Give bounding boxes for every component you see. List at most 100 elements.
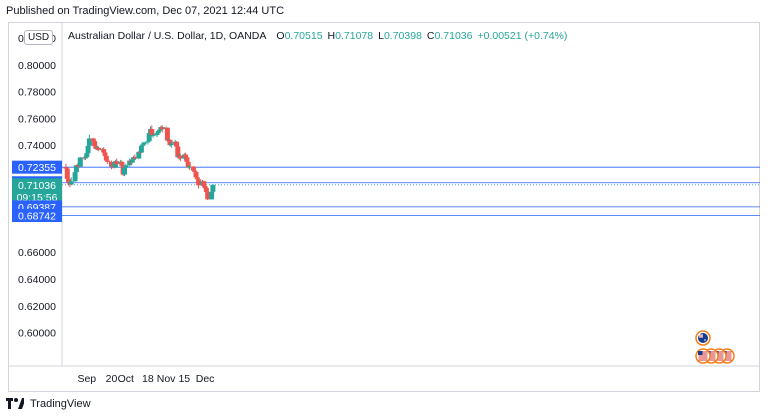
- candle-down: [96, 147, 101, 150]
- published-note: Published on TradingView.com, Dec 07, 20…: [6, 5, 285, 17]
- close-key: C: [426, 30, 435, 42]
- y-tick-label: 0.66000: [18, 247, 56, 259]
- x-tick-label: Nov: [157, 373, 176, 385]
- candle-down: [185, 161, 191, 168]
- candle-down: [63, 167, 69, 169]
- candle-up: [112, 161, 118, 168]
- y-tick-label: 0.78000: [18, 87, 56, 99]
- close-value: 0.71036: [434, 30, 473, 42]
- x-tick-label: 15: [178, 373, 190, 385]
- x-axis: Sep 20 Oct 18 Nov 15 Dec: [77, 373, 214, 385]
- candle-down: [192, 170, 198, 172]
- candle-down: [203, 187, 209, 192]
- candle-down: [205, 191, 211, 200]
- candle-up: [168, 143, 174, 146]
- candle-up: [136, 151, 142, 159]
- candle-down: [103, 155, 109, 161]
- candle-up: [157, 129, 163, 132]
- price-tag-4-bg: [12, 209, 62, 223]
- candle-down: [190, 166, 196, 171]
- candle-up: [187, 166, 192, 168]
- candle-down: [196, 179, 202, 186]
- candles-layer: [63, 125, 216, 201]
- candle-down: [183, 154, 189, 158]
- currency-badge[interactable]: USD: [24, 30, 54, 45]
- candle-up: [83, 157, 88, 159]
- candle-up: [123, 165, 129, 168]
- symbol-label[interactable]: Australian Dollar / U.S. Dollar, 1D, OAN…: [68, 30, 267, 42]
- x-tick-label: Oct: [118, 373, 134, 385]
- candle-up: [146, 133, 152, 142]
- candle-up: [85, 145, 91, 154]
- open-key: O: [276, 30, 285, 42]
- candle-up: [127, 160, 133, 166]
- y-tick-label: 0.76000: [18, 113, 56, 125]
- candle-up: [77, 157, 83, 167]
- candle-down: [92, 141, 98, 147]
- last-price-text: 0.71036: [18, 180, 56, 192]
- low-key: L: [378, 30, 384, 42]
- candle-up: [73, 165, 79, 173]
- open-value: 0.70515: [284, 30, 323, 42]
- candle-up: [210, 184, 216, 192]
- price-tag-4-text: 0.68742: [18, 211, 56, 223]
- brand-label[interactable]: TradingView: [30, 398, 91, 410]
- x-tick-label: Dec: [196, 373, 215, 385]
- candle-up: [68, 181, 74, 185]
- change-value: +0.00521 (+0.74%): [477, 30, 568, 42]
- candle-down: [102, 152, 108, 156]
- tradingview-logo-icon: [6, 398, 24, 409]
- candle-down: [90, 138, 96, 142]
- candle-up: [150, 135, 156, 137]
- y-tick-label: 0.80000: [18, 60, 56, 72]
- candle-down: [201, 181, 207, 186]
- low-value: 0.70398: [383, 30, 422, 42]
- candle-up: [145, 141, 151, 143]
- y-tick-label: 0.60000: [18, 328, 56, 340]
- candle-up: [141, 142, 147, 145]
- candle-down: [114, 161, 120, 164]
- candle-down: [64, 168, 70, 179]
- candle-down: [193, 171, 199, 178]
- candle-up: [72, 172, 78, 182]
- footer: TradingView: [6, 398, 91, 410]
- candle-up: [154, 133, 160, 136]
- candle-down: [194, 177, 200, 180]
- candle-up: [84, 153, 90, 158]
- candle-down: [175, 146, 181, 158]
- x-tick-label: Sep: [77, 373, 96, 385]
- candle-down: [159, 127, 165, 130]
- candle-down: [177, 155, 183, 159]
- candle-down: [101, 149, 107, 153]
- price-tag-1-text: 0.72355: [18, 162, 56, 174]
- candle-down: [66, 178, 72, 183]
- candle-down: [202, 185, 208, 188]
- us-flag-icon-1: [695, 348, 711, 364]
- price-tags: 0.723550.711890.7103609:15:560.693870.68…: [12, 160, 62, 223]
- candle-up: [140, 144, 146, 146]
- candle-up: [122, 167, 127, 175]
- candle-up: [86, 138, 92, 146]
- y-tick-label: 0.74000: [18, 140, 56, 152]
- candle-down: [109, 161, 114, 167]
- price-tag-4: 0.68742: [12, 209, 62, 223]
- y-tick-label: 0.62000: [18, 301, 56, 313]
- price-tag-1: 0.72355: [12, 160, 62, 174]
- us-flag-icon-1-canton: [698, 351, 703, 355]
- candle-down: [93, 146, 99, 149]
- price-tag-1-bg: [12, 160, 62, 174]
- candle-down: [174, 141, 179, 147]
- candle-down: [164, 127, 170, 141]
- candle-down: [119, 161, 125, 166]
- candle-down: [167, 139, 173, 146]
- high-key: H: [327, 30, 336, 42]
- chart-legend: Australian Dollar / U.S. Dollar, 1D, OAN…: [68, 30, 572, 42]
- last-price-tag-bg: [12, 178, 62, 205]
- au-flag-icon: [695, 330, 711, 346]
- currency-flags: [695, 330, 735, 364]
- candle-down: [184, 157, 190, 162]
- candle-up: [209, 191, 215, 200]
- x-tick-label: 18: [142, 373, 154, 385]
- candle-down: [149, 129, 155, 136]
